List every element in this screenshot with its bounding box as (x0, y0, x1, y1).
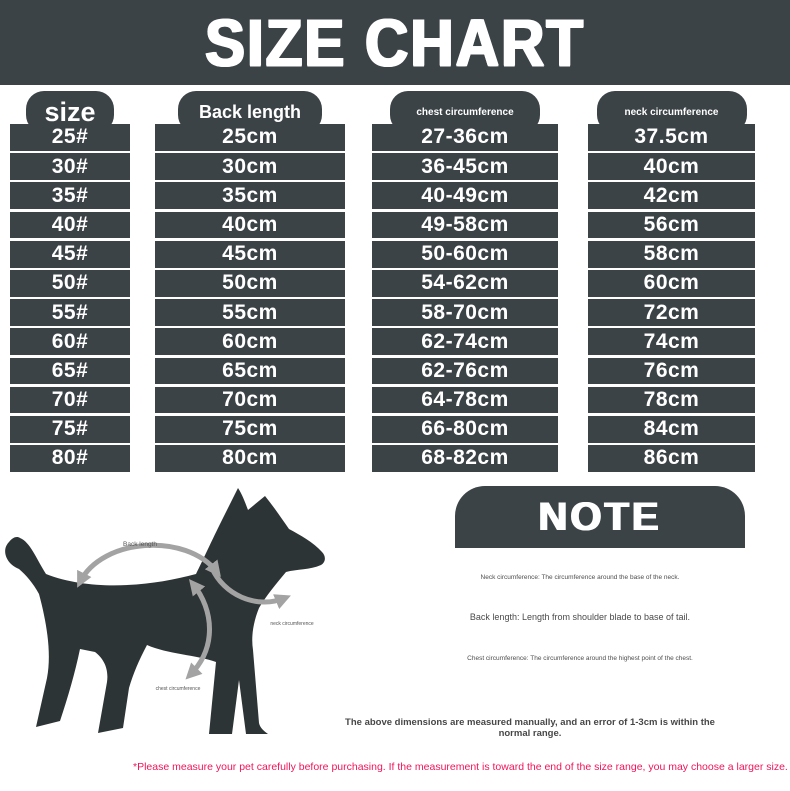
table-column-size: size 25# 30# 35# 40# 45# 50# 55# 60# 65# 70# 75# 80# (10, 91, 130, 472)
table-cell-size: 70# (10, 386, 130, 414)
table-cell-size: 45# (10, 240, 130, 268)
table-column-neck-circumference: neck circumference 37.5cm 40cm 42cm 56cm 58cm… (588, 91, 755, 472)
purchase-warning-text: *Please measure your pet carefully befor… (133, 761, 788, 773)
neck-circumference-label: neck circumference (270, 621, 314, 627)
note-banner: NOTE (455, 486, 745, 548)
table-cell-neck-circumference: 76cm (588, 357, 755, 385)
table-cell-neck-circumference: 86cm (588, 445, 755, 472)
table-cell-chest-circumference: 50-60cm (372, 240, 558, 268)
table-cell-chest-circumference: 66-80cm (372, 415, 558, 443)
table-cell-back-length: 55cm (155, 299, 345, 326)
table-cell-back-length: 50cm (155, 269, 345, 297)
measurement-disclaimer: The above dimensions are measured manual… (345, 717, 715, 739)
table-column-chest-circumference: chest circumference 27-36cm 36-45cm 40-49cm… (372, 91, 558, 472)
back-length-arrow (77, 542, 221, 588)
table-cell-neck-circumference: 84cm (588, 415, 755, 443)
page-title: SIZE CHART (205, 4, 585, 81)
table-cell-size: 65# (10, 357, 130, 385)
table-cell-neck-circumference: 56cm (588, 211, 755, 239)
table-cell-size: 35# (10, 182, 130, 210)
table-cell-chest-circumference: 40-49cm (372, 182, 558, 210)
table-cell-back-length: 70cm (155, 386, 345, 414)
table-cell-chest-circumference: 58-70cm (372, 299, 558, 326)
table-cell-chest-circumference: 54-62cm (372, 269, 558, 297)
table-cell-size: 75# (10, 415, 130, 443)
table-cell-chest-circumference: 27-36cm (372, 124, 558, 151)
table-cell-chest-circumference: 68-82cm (372, 445, 558, 472)
note-line-neck: Neck circumference: The circumference ar… (480, 574, 680, 581)
table-cell-neck-circumference: 37.5cm (588, 124, 755, 151)
table-cell-neck-circumference: 60cm (588, 269, 755, 297)
table-cell-neck-circumference: 58cm (588, 240, 755, 268)
table-cell-chest-circumference: 64-78cm (372, 386, 558, 414)
table-cell-neck-circumference: 72cm (588, 299, 755, 326)
table-cell-chest-circumference: 62-76cm (372, 357, 558, 385)
table-cell-neck-circumference: 40cm (588, 153, 755, 180)
neck-circumference-arrow (209, 566, 291, 610)
table-cell-back-length: 40cm (155, 211, 345, 239)
table-column-back-length: Back length 25cm 30cm 35cm 40cm 45cm 50cm 55cm 6… (155, 91, 345, 472)
table-cell-size: 55# (10, 299, 130, 326)
table-cell-back-length: 45cm (155, 240, 345, 268)
note-line-chest: Chest circumference: The circumference a… (467, 655, 693, 662)
dog-measurement-diagram: Back length neck circumference chest cir… (5, 488, 325, 734)
table-cell-size: 80# (10, 445, 130, 472)
note-line-back: Back length: Length from shoulder blade … (469, 612, 691, 622)
table-cell-back-length: 25cm (155, 124, 345, 151)
table-cell-back-length: 65cm (155, 357, 345, 385)
column-rows-size: 25# 30# 35# 40# 45# 50# 55# 60# 65# 70# 75# 80# (10, 124, 130, 472)
table-cell-chest-circumference: 62-74cm (372, 328, 558, 356)
table-cell-size: 30# (10, 153, 130, 180)
table-cell-back-length: 60cm (155, 328, 345, 356)
column-rows-chest-circumference: 27-36cm 36-45cm 40-49cm 49-58cm 50-60cm 54-62… (372, 124, 558, 472)
table-cell-back-length: 35cm (155, 182, 345, 210)
back-length-label: Back length (123, 541, 157, 548)
table-cell-chest-circumference: 49-58cm (372, 211, 558, 239)
table-cell-size: 40# (10, 211, 130, 239)
table-cell-size: 50# (10, 269, 130, 297)
chest-circumference-arrow (185, 579, 212, 680)
note-title: NOTE (538, 494, 662, 539)
table-cell-back-length: 30cm (155, 153, 345, 180)
column-rows-neck-circumference: 37.5cm 40cm 42cm 56cm 58cm 60cm 72cm 74cm 76cm 78… (588, 124, 755, 472)
column-rows-back-length: 25cm 30cm 35cm 40cm 45cm 50cm 55cm 60cm 65cm 70cm… (155, 124, 345, 472)
table-cell-size: 25# (10, 124, 130, 151)
table-cell-back-length: 80cm (155, 445, 345, 472)
table-cell-chest-circumference: 36-45cm (372, 153, 558, 180)
header-banner: SIZE CHART (0, 0, 790, 85)
table-cell-neck-circumference: 78cm (588, 386, 755, 414)
table-cell-back-length: 75cm (155, 415, 345, 443)
dog-silhouette-image (5, 488, 325, 734)
chest-circumference-label: chest circumference (156, 686, 201, 692)
table-cell-neck-circumference: 42cm (588, 182, 755, 210)
table-cell-neck-circumference: 74cm (588, 328, 755, 356)
table-cell-size: 60# (10, 328, 130, 356)
